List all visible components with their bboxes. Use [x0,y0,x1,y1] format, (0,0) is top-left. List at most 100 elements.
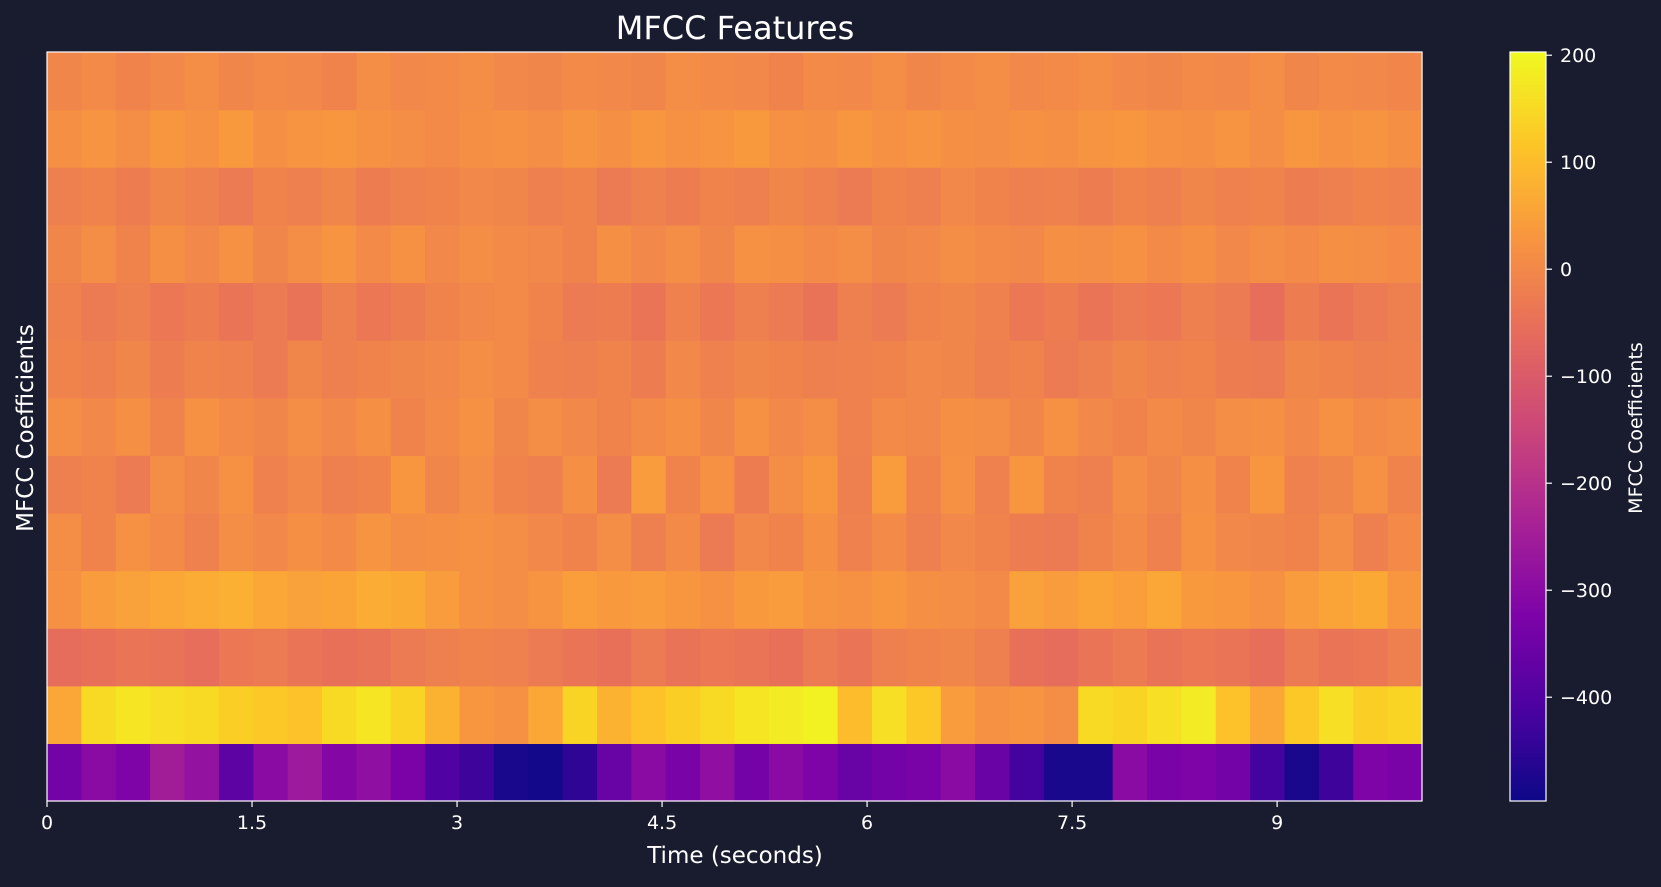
heatmap-cell [700,167,736,226]
heatmap-cell [218,340,254,399]
heatmap-cell [1318,109,1354,168]
heatmap-cell [1284,455,1320,514]
heatmap-cell [1043,743,1079,802]
heatmap-cell [287,340,323,399]
heatmap-cell [768,109,804,168]
heatmap-cell [700,743,736,802]
heatmap-cell [700,628,736,687]
heatmap-cell [906,224,942,284]
heatmap-cell [218,628,254,687]
heatmap-cell [1284,512,1320,572]
heatmap-cell [1112,455,1148,514]
heatmap-cell [1318,224,1354,284]
heatmap-cell [528,570,564,629]
heatmap-cell [597,167,632,226]
heatmap-cell [1353,570,1389,629]
heatmap-cell [1181,109,1217,168]
heatmap-cell [115,570,151,629]
heatmap-cell [1387,397,1423,456]
heatmap-cell [734,570,770,629]
heatmap-cell [562,340,598,399]
heatmap-cell [1353,512,1389,572]
heatmap-cell [253,397,289,456]
heatmap-cell [562,52,598,111]
heatmap-cell [184,743,220,802]
heatmap-cell [975,743,1011,802]
heatmap-cell [322,224,357,284]
heatmap-cell [322,455,357,514]
heatmap-cell [493,109,529,168]
heatmap-cell [218,685,254,744]
heatmap-cell [1181,570,1217,629]
heatmap-cell [837,52,873,111]
heatmap-cell [1009,282,1045,341]
heatmap-cell [803,340,839,399]
heatmap-cell [1387,512,1423,572]
heatmap-cell [906,685,942,744]
heatmap-cell [631,512,667,572]
heatmap-cell [47,52,82,111]
heatmap-cell [1078,743,1114,802]
heatmap-cell [1353,397,1389,456]
heatmap-cell [1181,397,1217,456]
heatmap-cell [1318,52,1354,111]
heatmap-cell [47,512,82,572]
heatmap-cell [1112,224,1148,284]
heatmap-cell [322,109,357,168]
heatmap-cell [528,397,564,456]
heatmap-cell [287,397,323,456]
heatmap-cell [47,743,82,802]
heatmap-cell [1043,512,1079,572]
heatmap-cell [1353,743,1389,802]
heatmap-cell [940,397,976,456]
heatmap-cell [528,685,564,744]
heatmap-cell [562,455,598,514]
heatmap-cell [562,628,598,687]
heatmap-cell [184,282,220,341]
heatmap-cell [218,282,254,341]
heatmap-cell [493,628,529,687]
heatmap-cell [390,743,426,802]
heatmap-cell [493,685,529,744]
heatmap-cell [1387,570,1423,629]
heatmap-cell [1250,512,1286,572]
heatmap-cell [1181,167,1217,226]
heatmap-cell [1112,743,1148,802]
heatmap-cell [803,397,839,456]
heatmap-cell [1250,685,1286,744]
heatmap-cell [1318,455,1354,514]
heatmap-cell [459,340,495,399]
heatmap-cell [184,52,220,111]
heatmap-cell [803,167,839,226]
heatmap-cell [493,743,529,802]
heatmap-cell [253,52,289,111]
heatmap-cell [768,743,804,802]
heatmap-cell [1043,628,1079,687]
heatmap-cell [47,282,82,341]
heatmap-cell [322,397,357,456]
heatmap-cell [1009,628,1045,687]
heatmap-cell [1387,455,1423,514]
heatmap-cell [47,397,82,456]
heatmap-cell [115,167,151,226]
heatmap-cell [1147,628,1182,687]
heatmap-cell [1284,52,1320,111]
heatmap-cell [597,109,632,168]
heatmap-cell [1043,685,1079,744]
heatmap-cell [1078,109,1114,168]
heatmap-cell [390,570,426,629]
heatmap-cell [390,340,426,399]
heatmap-cell [253,685,289,744]
heatmap-cell [287,685,323,744]
heatmap-cell [115,628,151,687]
heatmap-cell [562,109,598,168]
heatmap-cell [1318,340,1354,399]
heatmap-cell [1318,512,1354,572]
heatmap-cell [837,167,873,226]
colorbar-tick-label: −100 [1560,366,1612,388]
heatmap-cell [1009,109,1045,168]
heatmap-cell [906,512,942,572]
heatmap-cell [322,743,357,802]
heatmap-cell [1387,167,1423,226]
heatmap-cell [390,282,426,341]
